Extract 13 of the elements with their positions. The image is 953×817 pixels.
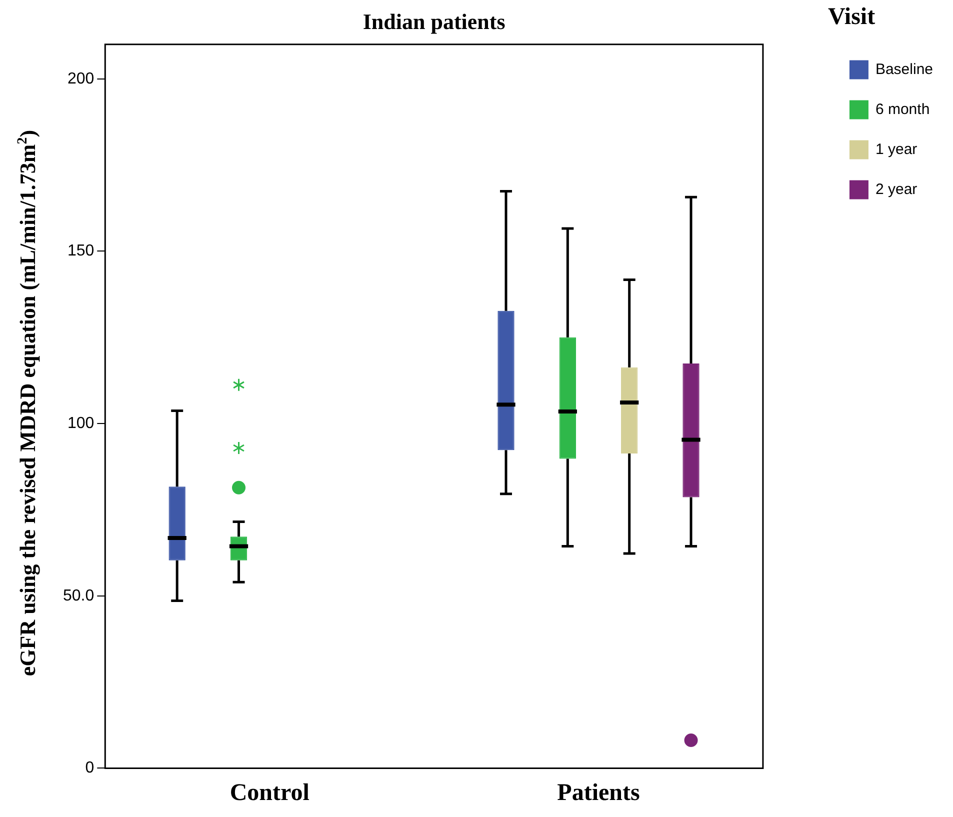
y-tick-label: 100 (67, 414, 94, 432)
y-tick-label: 0 (85, 760, 94, 777)
legend-label: 1 year (875, 140, 918, 158)
chart-title: Indian patients (362, 8, 506, 34)
legend-label: Baseline (875, 60, 934, 78)
y-tick-label: 50.0 (63, 587, 94, 604)
y-tick-label: 150 (67, 242, 94, 260)
y-tick-label: 200 (67, 70, 94, 88)
legend-title: Visit (828, 4, 876, 30)
legend-label: 6 month (875, 100, 930, 118)
legend-label: 2 year (875, 180, 918, 198)
x-tick-label: Control (230, 780, 310, 806)
x-tick-label: Patients (557, 780, 640, 806)
